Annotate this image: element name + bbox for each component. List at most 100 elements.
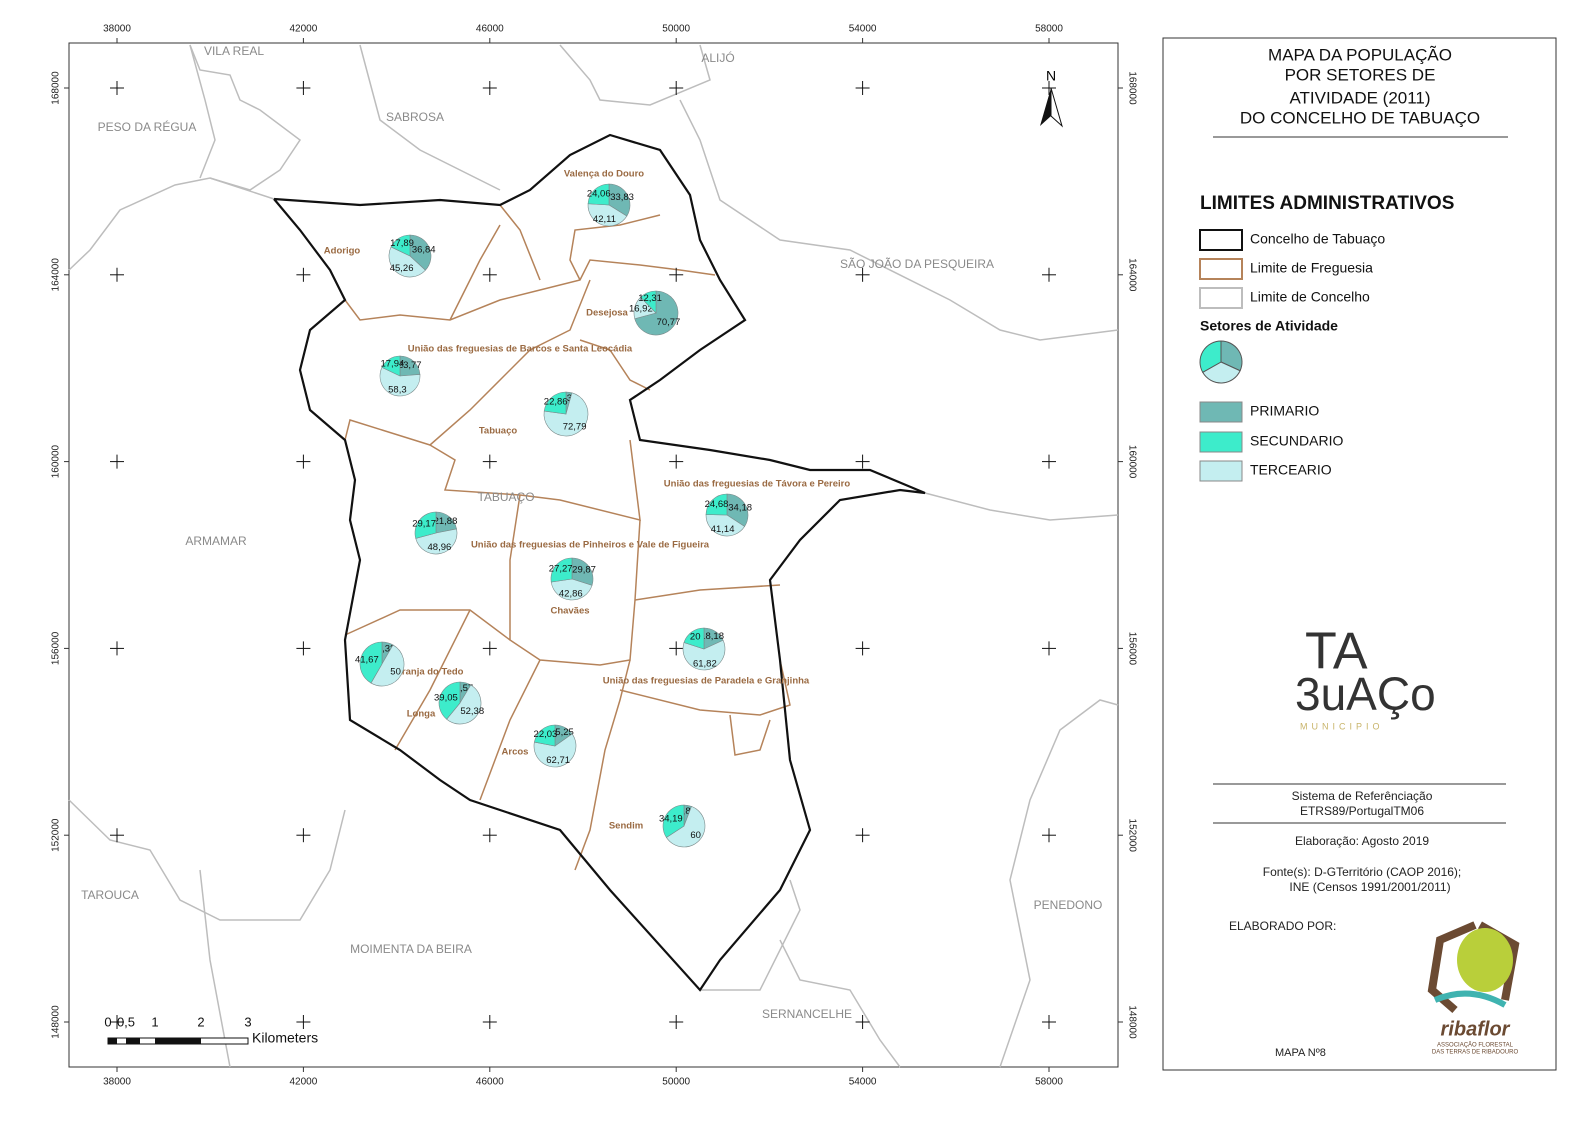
pie-value-label: 39,05: [434, 692, 458, 703]
legend-title: POR SETORES DE: [1285, 65, 1436, 84]
neighbor-label: SERNANCELHE: [762, 1007, 852, 1021]
y-tick-label: 152000: [51, 818, 62, 852]
neighbor-label: SABROSA: [386, 110, 444, 124]
pie-value-label: 21,88: [434, 516, 458, 527]
x-tick-label: 58000: [1035, 24, 1063, 35]
tabuaco-logo: TA 3uAÇo MUNICIPIO: [1295, 623, 1436, 732]
scale-label: 0,5: [117, 1014, 135, 1029]
scale-label: 2: [197, 1014, 204, 1029]
y-tick-label: 160000: [1126, 445, 1137, 479]
municipality-label: TABUAÇO: [477, 490, 534, 504]
pie-slice: [446, 684, 482, 725]
neighbor-label: SÃO JOÃO DA PESQUEIRA: [840, 257, 994, 271]
source: INE (Censos 1991/2001/2011): [1289, 880, 1450, 894]
north-arrow-left: [1040, 88, 1051, 126]
pie-value-label: 34,19: [659, 813, 683, 824]
elaboration: Elaboração: Agosto 2019: [1295, 834, 1429, 848]
pie-slice: [682, 639, 726, 671]
pie-slice: [388, 246, 426, 278]
legend-label: Limite de Freguesia: [1250, 260, 1373, 276]
legend-title: ATIVIDADE (2011): [1289, 88, 1430, 107]
pie-slice: [381, 355, 401, 377]
legend-title: DO CONCELHO DE TABUAÇO: [1240, 108, 1480, 127]
neighbor-label: MOIMENTA DA BEIRA: [350, 942, 472, 956]
pie-slice: [705, 514, 746, 537]
pie-slice: [543, 392, 589, 437]
pie-slice: [571, 557, 594, 586]
legend-label: TERCEARIO: [1250, 462, 1332, 478]
neighbor-label: TAROUCA: [81, 888, 139, 902]
pie-value-label: 36,84: [412, 245, 436, 256]
pie-slice: [415, 528, 458, 555]
legend-panel: [1162, 37, 1557, 1071]
pie-value-label: 61,82: [693, 658, 717, 669]
neighbor-label: ARMAMAR: [185, 534, 247, 548]
neighbor-label: PENEDONO: [1034, 898, 1103, 912]
pie-value-label: 52,38: [460, 706, 484, 717]
pie-slice: [543, 391, 567, 415]
municipality-boundary: [273, 133, 926, 992]
logo-line: ASSOCIAÇÃO FLORESTAL: [1437, 1042, 1514, 1049]
pie-value-label: 29,17: [412, 518, 436, 529]
scale-bar-segment: [155, 1038, 201, 1044]
pie-value-label: 29,87: [572, 565, 596, 576]
y-tick-label: 152000: [1126, 819, 1137, 853]
parish-label: União das freguesias de Barcos e Santa L…: [408, 344, 633, 355]
pie-value-label: 12,31: [638, 293, 662, 304]
pie-slice: [550, 578, 593, 601]
pie-value-label: 70,77: [657, 317, 681, 328]
pie-slice: [587, 203, 628, 227]
parish-label: Valença do Douro: [564, 169, 644, 180]
pie-value-label: 24,06: [587, 189, 611, 200]
pie-value-label: 42,11: [593, 214, 616, 225]
scale-unit: Kilometers: [252, 1030, 318, 1046]
pie-slice: [438, 681, 461, 720]
pie-slice: [414, 511, 437, 539]
legend-swatch: [1199, 229, 1243, 251]
scale-bar-segment: [126, 1038, 140, 1044]
pie-value-label: 72,79: [563, 422, 587, 433]
pie-slice: [587, 183, 610, 206]
pie-value-label: 22,86: [544, 397, 568, 408]
x-tick-label: 46000: [476, 24, 504, 35]
x-tick-label: 58000: [1035, 1077, 1063, 1088]
legend-swatch: [1199, 431, 1243, 453]
legend-swatch: [1199, 258, 1243, 280]
pie-value-label: 62,71: [546, 755, 570, 766]
pie-slice: [683, 627, 705, 650]
legend-swatch: [1199, 401, 1243, 423]
parish-label: Sendim: [609, 821, 643, 832]
sectors-title: Setores de Atividade: [1200, 318, 1338, 334]
pie-value-label: 41,67: [355, 654, 379, 665]
pie-slice: [370, 644, 405, 687]
neighbor-label: PESO DA RÉGUA: [98, 119, 197, 134]
y-tick-label: 168000: [51, 71, 62, 105]
pie-value-label: 34,18: [728, 502, 752, 513]
parish-label: Chavães: [550, 606, 589, 617]
pie-value-label: 50: [390, 666, 401, 677]
pie-slice: [399, 355, 421, 377]
legend-pie-slice: [1199, 340, 1222, 373]
scale-label: 0: [104, 1014, 111, 1029]
limits-title: LIMITES ADMINISTRATIVOS: [1200, 193, 1454, 214]
parish-label: Granja do Tedo: [395, 667, 464, 678]
parish-label: União das freguesias de Paradela e Granj…: [603, 676, 810, 687]
pie-slice: [640, 290, 657, 314]
pie-slice: [550, 557, 573, 583]
x-tick-label: 50000: [662, 24, 690, 35]
logo-text: TA: [1305, 623, 1368, 681]
ribaflor-logo: ribaflor ASSOCIAÇÃO FLORESTAL DAS TERRAS…: [1427, 921, 1520, 1056]
parish-label: Desejosa: [586, 308, 628, 319]
y-tick-label: 160000: [51, 444, 62, 478]
legend-swatch: [1199, 287, 1243, 309]
pie-value-label: 17,94: [380, 358, 404, 369]
legend-label: Concelho de Tabuaço: [1250, 231, 1385, 247]
neighbor-boundaries: [68, 44, 1119, 1068]
pie-value-label: 33,83: [610, 192, 634, 203]
x-tick-label: 50000: [662, 1077, 690, 1088]
pie-value-label: 8,33: [377, 643, 396, 654]
pie-value-label: 17,89: [390, 238, 414, 249]
x-tick-label: 54000: [849, 24, 877, 35]
logo-tree: [1457, 928, 1513, 992]
pie-value-label: 18,18: [700, 631, 724, 642]
